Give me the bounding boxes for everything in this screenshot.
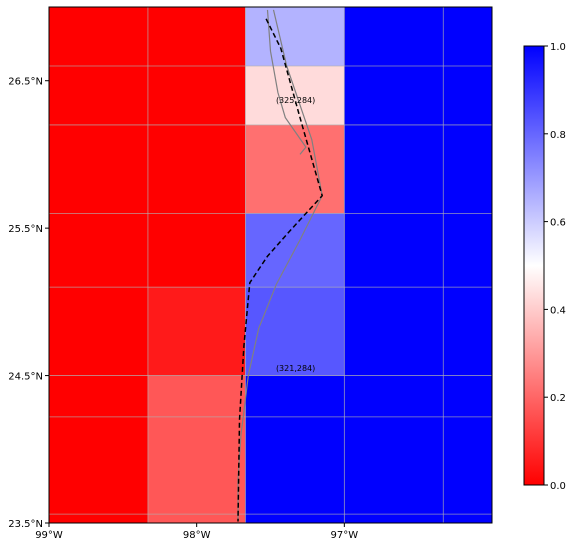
grid-cell [245, 65, 345, 125]
map-frame [48, 6, 493, 524]
colorbar-ticks: 0.0 0.2 0.4 0.6 0.8 1.0 [544, 42, 566, 492]
grid-cell [147, 213, 246, 288]
y-axis-ticks: 23.5°N 24.5°N 25.5°N 26.5°N [8, 77, 49, 530]
y-tick-label: 25.5°N [8, 224, 43, 235]
map-gridlines [49, 7, 492, 523]
grid-cell [147, 375, 246, 523]
coastline-outer [237, 9, 323, 521]
grid-cell [49, 213, 148, 288]
grid-cell [49, 7, 148, 66]
colorbar-tick-label: 1.0 [550, 42, 566, 53]
colorbar [523, 45, 545, 486]
colorbar-tick-label: 0.8 [550, 130, 566, 141]
grid-cell [49, 65, 148, 125]
grid-cell [147, 287, 246, 376]
dashed-track [237, 18, 324, 522]
grid-cell [245, 124, 345, 214]
value-grid-cells [49, 7, 492, 523]
grid-cell [147, 65, 246, 125]
grid-cell [245, 7, 345, 66]
coastline [237, 9, 323, 521]
grid-cell [49, 124, 148, 214]
grid-cell [344, 287, 492, 376]
grid-cell [344, 124, 492, 214]
colorbar-tick-label: 0.2 [550, 393, 566, 404]
grid-cell [245, 287, 345, 376]
grid-cell [147, 124, 246, 214]
y-tick-label: 24.5°N [8, 372, 43, 383]
grid-cell [245, 375, 345, 523]
cell-index-label: (321,284) [276, 364, 315, 373]
y-tick-label: 23.5°N [8, 519, 43, 530]
colorbar-tick-label: 0.0 [550, 481, 566, 492]
grid-cell [344, 65, 492, 125]
grid-cell [344, 213, 492, 288]
colorbar-tick-label: 0.4 [550, 305, 566, 316]
cell-index-label: (325,284) [276, 96, 315, 105]
grid-cell [147, 7, 246, 66]
x-tick-label: 99°W [35, 530, 63, 541]
y-tick-label: 26.5°N [8, 77, 43, 88]
x-axis-ticks: 99°W 98°W 97°W [35, 523, 358, 541]
grid-cell [344, 375, 492, 523]
grid-cell [49, 375, 148, 523]
x-tick-label: 97°W [331, 530, 359, 541]
x-tick-label: 98°W [183, 530, 211, 541]
cell-labels: (325,284) (321,284) [276, 96, 315, 373]
grid-cell [49, 287, 148, 376]
colorbar-tick-label: 0.6 [550, 218, 566, 229]
grid-cell [344, 7, 492, 66]
track-line [237, 18, 324, 522]
coastline-inner [266, 9, 307, 155]
